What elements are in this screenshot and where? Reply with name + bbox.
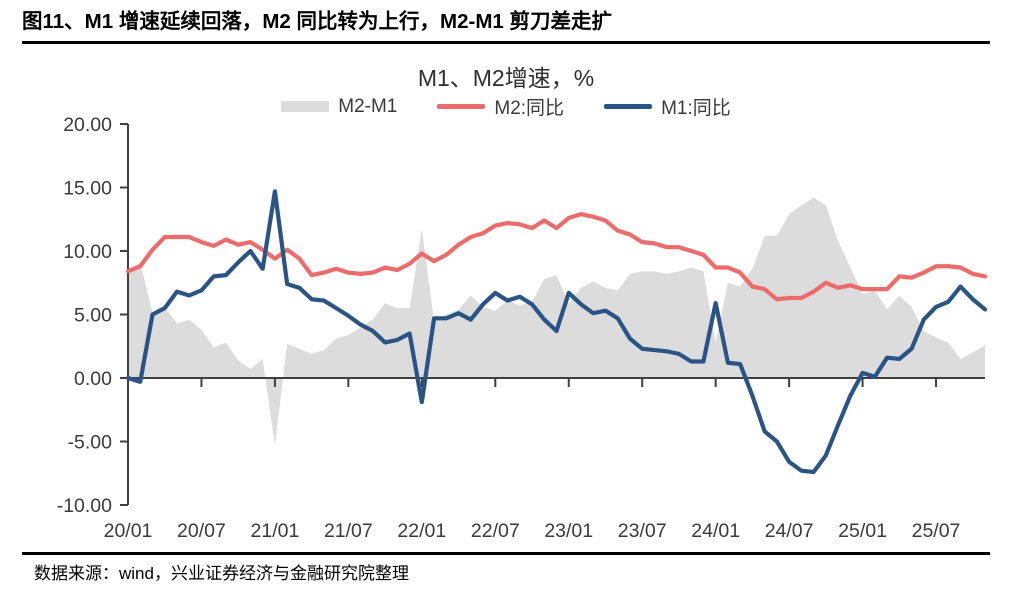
x-axis-tick-label: 25/07 xyxy=(912,520,961,542)
x-axis-tick-label: 23/01 xyxy=(544,520,593,542)
x-axis-tick-label: 21/01 xyxy=(251,520,300,542)
legend-label-m2: M2:同比 xyxy=(494,98,565,119)
chart-plot-svg: 20.00 15.00 10.00 5.00 0.00 -5.00 -10.00 20/01… xyxy=(57,114,988,542)
y-axis-tick-label: 0.00 xyxy=(74,368,112,390)
x-axis-tick-label: 24/07 xyxy=(765,520,814,542)
chart-legend: M2-M1 M2:同比 M1:同比 xyxy=(0,93,1012,120)
y-axis-tick-label: 10.00 xyxy=(63,241,112,263)
x-axis-tick-labels: 20/01 20/07 21/01 21/07 22/01 22/07 23/01 23/07… xyxy=(104,520,961,542)
figure-title: 图11、M1 增速延续回落，M2 同比转为上行，M2-M1 剪刀差走扩 xyxy=(22,10,612,33)
footer-divider xyxy=(22,552,990,555)
x-axis-tick-label: 20/07 xyxy=(177,520,226,542)
legend-label-spread: M2-M1 xyxy=(338,95,398,117)
line-m2-path xyxy=(125,212,988,302)
chart-title: M1、M2增速，% xyxy=(417,65,595,91)
x-axis-tick-label: 23/07 xyxy=(618,520,667,542)
y-axis-tick-label: -10.00 xyxy=(57,495,112,517)
legend-swatch-area-icon xyxy=(281,101,330,112)
y-axis-tick-label: 5.00 xyxy=(74,305,112,327)
header-divider xyxy=(22,41,990,44)
series-area-spread xyxy=(128,197,985,446)
line-m1-path xyxy=(125,189,988,475)
x-axis-tick-label: 21/07 xyxy=(324,520,373,542)
y-axis-tick-label: 20.00 xyxy=(63,114,112,136)
legend-label-m1: M1:同比 xyxy=(661,98,731,119)
legend-item-m2[interactable]: M2:同比 xyxy=(437,93,564,120)
legend-swatch-line-m2-icon xyxy=(437,104,486,109)
x-axis-tick-label: 22/07 xyxy=(471,520,520,542)
legend-item-spread[interactable]: M2-M1 xyxy=(281,96,397,118)
x-axis-tick-label: 22/01 xyxy=(397,520,446,542)
series-line-m2 xyxy=(125,212,988,302)
x-axis-tick-label: 25/01 xyxy=(838,520,887,542)
legend-item-m1[interactable]: M1:同比 xyxy=(604,93,731,120)
series-line-m1 xyxy=(125,189,988,475)
x-axis-tick-label: 20/01 xyxy=(104,520,153,542)
y-axis-tick-label: -5.00 xyxy=(68,432,113,454)
source-note: 数据来源：wind，兴业证券经济与金融研究院整理 xyxy=(34,564,409,583)
x-axis-tick-label: 24/01 xyxy=(691,520,740,542)
chart-axes xyxy=(120,123,985,506)
y-axis-tick-labels: 20.00 15.00 10.00 5.00 0.00 -5.00 -10.00 xyxy=(57,114,112,517)
area-spread-path xyxy=(128,197,985,446)
legend-swatch-line-m1-icon xyxy=(604,104,653,109)
chart-region: M1、M2增速，% M2-M1 M2:同比 M1:同比 20.00 15.00 10… xyxy=(0,45,1012,550)
y-axis-tick-label: 15.00 xyxy=(63,178,112,200)
